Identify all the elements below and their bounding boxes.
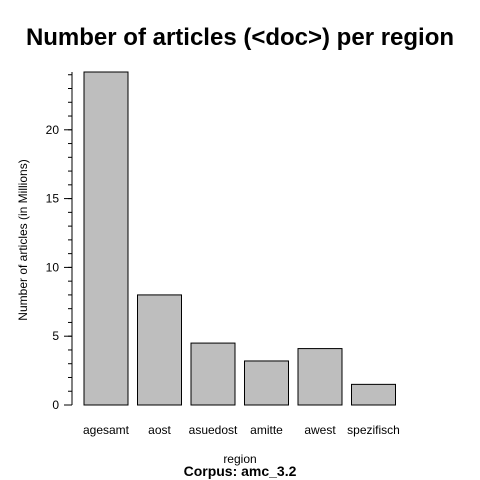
bar-awest (297, 348, 343, 406)
chart-title: Number of articles (<doc>) per region (26, 24, 454, 51)
y-tick-label: 0 (52, 398, 59, 412)
y-tick-label: 5 (52, 329, 59, 343)
x-tick-label-aost: aost (148, 423, 171, 437)
x-tick-label-asuedost: asuedost (189, 423, 238, 437)
y-axis-label: Number of articles (in Millions) (16, 159, 30, 320)
y-axis-label-group: Number of articles (in Millions) (16, 159, 30, 320)
bar-aost (137, 294, 182, 406)
x-tick-label-spezifisch: spezifisch (347, 423, 400, 437)
bars-group (83, 71, 396, 406)
y-tick-label: 15 (46, 192, 60, 206)
bar-spezifisch (351, 383, 396, 406)
y-tick-label: 20 (46, 123, 60, 137)
y-axis: 0 5 10 15 20 (46, 72, 73, 412)
bar-agesamt (83, 71, 129, 406)
bar-asuedost (190, 342, 236, 406)
y-tick-label: 10 (46, 260, 60, 274)
x-tick-label-awest: awest (304, 423, 336, 437)
x-tick-labels: agesamt aost asuedost amitte awest spezifisch (83, 423, 400, 437)
x-tick-label-amitte: amitte (250, 423, 283, 437)
x-tick-label-agesamt: agesamt (83, 423, 130, 437)
chart-subtitle: Corpus: amc_3.2 (184, 463, 297, 479)
bar-amitte (244, 360, 289, 406)
x-axis-label: region (223, 452, 256, 466)
